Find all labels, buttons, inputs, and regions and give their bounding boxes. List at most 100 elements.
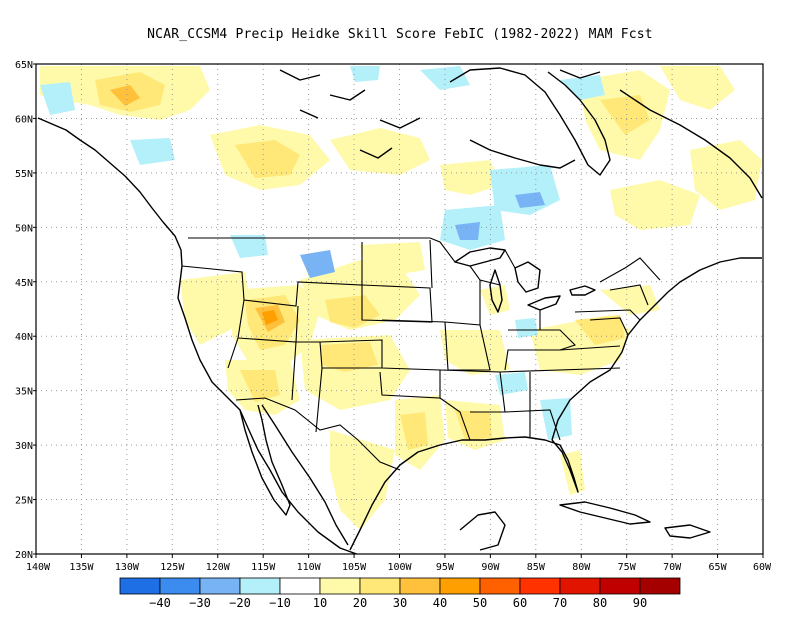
negative-skill-area bbox=[40, 82, 75, 115]
longitude-labels: 140W 135W 130W 125W 120W 115W 110W 105W 100W 95W 9… bbox=[26, 554, 772, 573]
hispaniola bbox=[664, 524, 711, 539]
lon-tick-label: 90W bbox=[481, 562, 500, 573]
colorbar-swatch bbox=[279, 577, 321, 595]
lon-tick-label: 95W bbox=[436, 562, 455, 573]
negative-skill-area bbox=[230, 235, 268, 258]
positive-skill-area bbox=[600, 95, 650, 135]
hudson-bay bbox=[449, 67, 611, 176]
lake-huron bbox=[514, 261, 541, 293]
negative-skill-area bbox=[490, 165, 560, 215]
colorbar-swatch bbox=[159, 577, 201, 595]
positive-skill-area bbox=[235, 140, 300, 178]
lon-tick-label: 135W bbox=[69, 562, 94, 573]
colorbar-label: 90 bbox=[633, 596, 647, 610]
baja-coastline bbox=[239, 404, 291, 516]
lat-tick-label: 50N bbox=[15, 223, 33, 234]
colorbar-swatch bbox=[399, 577, 441, 595]
positive-skill-area bbox=[320, 342, 378, 372]
negative-skill-area bbox=[560, 75, 605, 100]
lon-tick-label: 100W bbox=[387, 562, 412, 573]
negative-skill-area bbox=[495, 372, 528, 395]
positive-skill-area bbox=[660, 66, 735, 110]
colorbar-label: 20 bbox=[353, 596, 367, 610]
positive-skill-area bbox=[480, 285, 510, 315]
yucatan bbox=[459, 511, 506, 551]
lat-tick-label: 40N bbox=[15, 332, 33, 343]
colorbar-label: 70 bbox=[553, 596, 567, 610]
lon-tick-label: 120W bbox=[206, 562, 231, 573]
positive-skill-area bbox=[262, 310, 278, 325]
lon-tick-label: 80W bbox=[572, 562, 591, 573]
colorbar-swatch bbox=[559, 577, 601, 595]
lon-tick-label: 75W bbox=[618, 562, 637, 573]
lat-tick-label: 45N bbox=[15, 278, 33, 289]
gulf-coastline bbox=[349, 436, 579, 551]
lat-tick-label: 25N bbox=[15, 496, 33, 507]
map-title: NCAR_CCSM4 Precip Heidke Skill Score Feb… bbox=[147, 27, 653, 42]
coastlines-and-borders bbox=[37, 67, 763, 554]
colorbar-label: 50 bbox=[473, 596, 487, 610]
colorbar-swatch bbox=[239, 577, 281, 595]
colorbar-label: 40 bbox=[433, 596, 447, 610]
us-mexico-border bbox=[235, 397, 401, 471]
colorbar-swatch bbox=[199, 577, 241, 595]
lake-erie bbox=[527, 295, 561, 311]
pacific-coastline bbox=[37, 117, 359, 554]
negative-skill-area bbox=[300, 250, 335, 278]
lon-tick-label: 70W bbox=[663, 562, 682, 573]
colorbar-label: 10 bbox=[313, 596, 327, 610]
lon-tick-label: 130W bbox=[115, 562, 140, 573]
arctic-islands bbox=[279, 69, 601, 159]
positive-skill-area bbox=[360, 242, 425, 275]
us-canada-border bbox=[188, 237, 661, 283]
colorbar-swatch bbox=[119, 577, 161, 595]
negative-skill-area bbox=[455, 222, 480, 240]
positive-skill-area bbox=[575, 315, 625, 345]
latitude-labels: 65N 60N 55N 50N 45N 40N 35N 30N 25N 20N bbox=[15, 60, 36, 561]
lat-lon-grid bbox=[36, 64, 763, 554]
positive-skill-area bbox=[330, 128, 430, 175]
lat-tick-label: 30N bbox=[15, 441, 33, 452]
negative-skill-area bbox=[420, 66, 470, 90]
lat-tick-label: 20N bbox=[15, 550, 33, 561]
positive-skill-area bbox=[400, 412, 428, 450]
us-state-borders bbox=[181, 237, 661, 471]
positive-skill-area bbox=[690, 140, 762, 210]
colorbar-swatch bbox=[599, 577, 641, 595]
positive-skill-area bbox=[440, 160, 500, 195]
lon-tick-label: 140W bbox=[26, 562, 51, 573]
colorbar-swatch bbox=[479, 577, 521, 595]
positive-skill-area bbox=[455, 410, 492, 440]
colorbar-label: 30 bbox=[393, 596, 407, 610]
lat-tick-label: 60N bbox=[15, 114, 33, 125]
lon-tick-label: 105W bbox=[342, 562, 367, 573]
positive-skill-area bbox=[610, 180, 700, 230]
mexico-west-coast bbox=[261, 404, 349, 546]
colorbar-label: −10 bbox=[269, 596, 291, 610]
lat-tick-label: 35N bbox=[15, 387, 33, 398]
colorbar-swatch bbox=[359, 577, 401, 595]
positive-skill-area bbox=[440, 330, 510, 375]
negative-skill-area bbox=[515, 318, 538, 338]
colorbar-label: 60 bbox=[513, 596, 527, 610]
colorbar-label: −20 bbox=[229, 596, 251, 610]
lon-tick-label: 110W bbox=[297, 562, 322, 573]
cuba bbox=[559, 501, 651, 525]
positive-skill-area bbox=[110, 85, 140, 106]
colorbar-swatch bbox=[519, 577, 561, 595]
lake-ontario bbox=[569, 285, 596, 296]
negative-skill-area bbox=[540, 398, 572, 440]
lake-superior bbox=[454, 247, 506, 267]
lon-tick-label: 60W bbox=[753, 562, 772, 573]
positive-skill-area bbox=[600, 285, 660, 315]
lat-tick-label: 65N bbox=[15, 60, 33, 71]
hudson-bay-south bbox=[469, 139, 576, 169]
colorbar-swatch bbox=[639, 577, 681, 595]
positive-skill-area bbox=[330, 430, 395, 530]
lat-tick-label: 55N bbox=[15, 169, 33, 180]
negative-skill-area bbox=[515, 192, 545, 208]
labrador-coast bbox=[619, 89, 763, 199]
colorbar-swatch bbox=[319, 577, 361, 595]
lon-tick-label: 65W bbox=[709, 562, 728, 573]
